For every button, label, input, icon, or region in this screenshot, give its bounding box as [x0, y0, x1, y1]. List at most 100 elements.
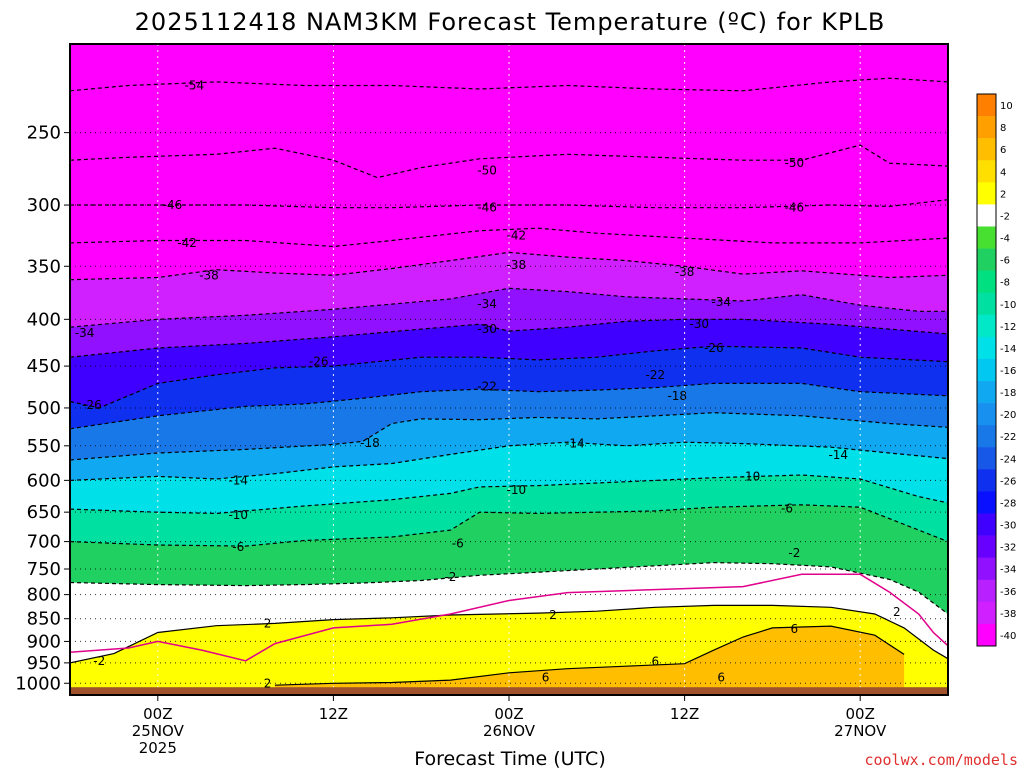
chart-title: 2025112418 NAM3KM Forecast Temperature (… — [135, 8, 886, 36]
y-tick-label: 300 — [27, 195, 61, 216]
isotherm-label: -50 — [477, 163, 497, 177]
colorbar-label: -26 — [1000, 476, 1016, 487]
colorbar-swatch — [977, 403, 996, 426]
isotherm-label: -2 — [93, 654, 105, 668]
x-tick-label: 00Z — [143, 705, 172, 723]
colorbar-swatch — [977, 182, 996, 205]
y-tick-label: 450 — [27, 356, 61, 377]
isotherm-label: -46 — [785, 201, 805, 215]
colorbar-label: -36 — [1000, 587, 1016, 598]
isotherm-label: 6 — [791, 622, 799, 636]
colorbar-swatch — [977, 270, 996, 294]
isotherm-label: -30 — [689, 317, 709, 331]
isotherm-label: -18 — [360, 436, 380, 450]
isotherm-label: -54 — [185, 78, 205, 92]
y-tick-label: 250 — [27, 123, 61, 144]
colorbar-swatch — [977, 94, 996, 117]
isotherm-line — [70, 144, 948, 179]
plot-area: -54-50-50-46 -46 -46-42-42-38-38 -38-34-34-… — [69, 43, 949, 696]
isotherm-label: -50 — [785, 156, 805, 170]
colorbar-label: -12 — [1000, 322, 1016, 333]
isotherm-line — [70, 604, 948, 664]
isotherm-label: -2 — [788, 546, 800, 560]
isotherm-label: -6 — [781, 501, 793, 515]
y-tick-label: 700 — [27, 532, 61, 553]
colorbar-swatch — [977, 138, 996, 161]
isotherm-label: -2 — [444, 570, 456, 584]
isotherm-line — [70, 474, 948, 515]
colorbar-frame — [976, 93, 997, 647]
isotherm-line — [70, 77, 948, 92]
colorbar-swatch — [977, 535, 996, 558]
colorbar-label: -20 — [1000, 410, 1016, 421]
isotherm-label: 6 — [717, 670, 725, 684]
colorbar-label: -10 — [1000, 300, 1016, 311]
x-tick-label: 2025 — [139, 739, 177, 757]
isotherm-label: -22 — [646, 368, 666, 382]
isotherm-label: -26 — [309, 355, 329, 369]
temperature-band — [274, 626, 905, 695]
y-tick-label: 550 — [27, 436, 61, 457]
isotherm-label: -34 — [75, 326, 95, 340]
isotherm-line — [70, 287, 948, 328]
isotherm-label: -14 — [565, 437, 585, 451]
isotherm-label: 2 — [893, 605, 901, 619]
isotherm-label: -6 — [232, 540, 244, 554]
isotherm-label: 2 — [264, 616, 272, 630]
colorbar-label: -38 — [1000, 609, 1016, 620]
isotherm-label: -34 — [477, 297, 497, 311]
ground-surface — [70, 687, 948, 695]
isotherm-line — [70, 412, 948, 461]
y-tick-label: 1000 — [15, 673, 61, 694]
freezing-isotherm-line — [70, 573, 948, 662]
colorbar: 10 8 6 4 2 -2 -4 -6 -8 -10 -12 -14 -16 -18 -20 -22 -24 -2… — [976, 93, 1016, 647]
y-tick-label: 800 — [27, 585, 61, 606]
colorbar-label: -24 — [1000, 454, 1016, 465]
colorbar-label: -30 — [1000, 521, 1016, 532]
x-tick-label: 00Z — [494, 705, 523, 723]
isotherm-line — [70, 318, 948, 358]
isotherm-label: 2 — [264, 676, 272, 690]
isotherm-label: -30 — [477, 322, 497, 336]
y-tick-label: 850 — [27, 609, 61, 630]
y-tick-label: 750 — [27, 559, 61, 580]
isotherm-line — [70, 199, 948, 209]
colorbar-label: -14 — [1000, 344, 1016, 355]
isotherm-label: -26 — [704, 341, 724, 355]
isotherm-label: -38 — [199, 268, 219, 282]
isotherm-label: 6 — [542, 670, 550, 684]
colorbar-label: -6 — [1000, 256, 1010, 267]
colorbar-swatch — [977, 623, 996, 647]
colorbar-label: -2 — [1000, 211, 1010, 222]
isotherm-line — [70, 345, 948, 409]
isotherm-label: -22 — [477, 380, 497, 394]
y-tick-label: 650 — [27, 502, 61, 523]
isotherm-label: -46 — [163, 198, 183, 212]
colorbar-swatch — [977, 116, 996, 139]
isotherm-label: -10 — [507, 483, 527, 497]
isotherm-label: -18 — [667, 389, 687, 403]
x-tick-label: 25NOV — [132, 722, 185, 740]
y-tick-label: 900 — [27, 631, 61, 652]
isotherm-line — [274, 625, 905, 686]
y-tick-label: 500 — [27, 398, 61, 419]
colorbar-swatch — [977, 358, 996, 382]
isotherm-label: 2 — [549, 608, 557, 622]
colorbar-swatch — [977, 160, 996, 183]
colorbar-swatch — [977, 491, 996, 514]
isotherm-line — [70, 251, 948, 281]
colorbar-swatch — [977, 336, 996, 360]
isotherm-label: -34 — [711, 295, 731, 309]
isotherm-label: -14 — [228, 473, 248, 487]
colorbar-label: 10 — [1000, 101, 1013, 112]
isotherm-label: -10 — [228, 508, 248, 522]
colorbar-swatch — [977, 469, 996, 492]
x-tick-label: 12Z — [670, 705, 699, 723]
y-tick-label: 350 — [27, 256, 61, 277]
x-axis-label: Forecast Time (UTC) — [414, 748, 605, 768]
colorbar-label: -40 — [1000, 631, 1016, 642]
x-tick-label: 27NOV — [834, 722, 887, 740]
isotherm-line — [70, 382, 948, 430]
y-tick-label: 400 — [27, 309, 61, 330]
